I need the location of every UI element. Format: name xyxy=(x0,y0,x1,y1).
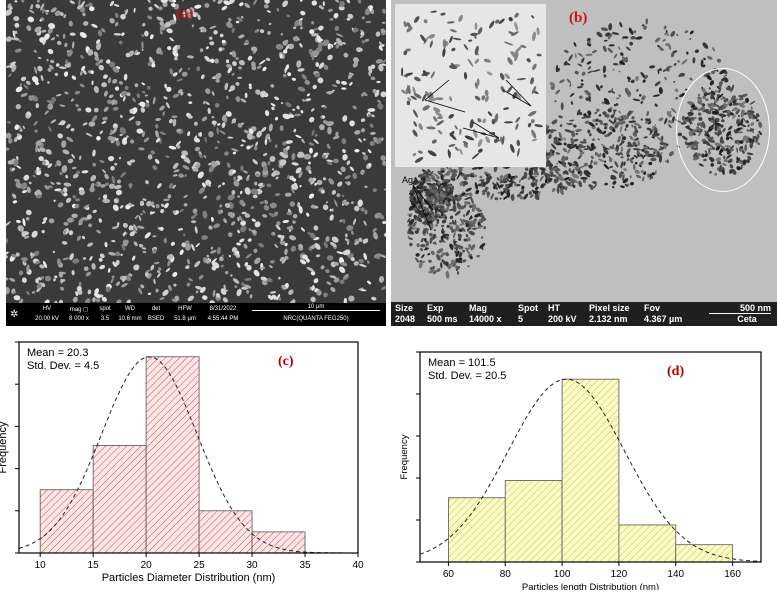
tem-mag-label: Mag xyxy=(469,303,487,313)
sem-spot-label: spot xyxy=(99,306,111,312)
tem-fov-value: 4.367 µm xyxy=(644,314,683,324)
tem-image-panel: (b) Ag Ag ZnO Ag Size 2048 Exp 500 ms Ma… xyxy=(391,0,777,326)
selection-circle xyxy=(676,68,770,192)
sem-date: 8/31/2022 xyxy=(209,306,237,312)
tem-mag-value: 14000 x xyxy=(469,314,502,324)
tem-brand: Ceta xyxy=(737,314,757,324)
x-tick-label: 15 xyxy=(88,560,100,571)
x-tick-label: 80 xyxy=(500,569,512,580)
tem-fov-label: Fov xyxy=(644,303,661,313)
sem-det-label: det xyxy=(151,306,161,312)
x-tick-label: 10 xyxy=(35,560,47,571)
normal-fit-curve xyxy=(18,356,358,554)
histogram-bar xyxy=(448,497,506,563)
tem-pixel-label: Pixel size xyxy=(589,303,630,313)
tem-ht-label: HT xyxy=(548,303,560,313)
x-tick-label: 30 xyxy=(247,560,259,571)
x-tick-label: 100 xyxy=(554,569,571,580)
tem-scale-bar xyxy=(709,313,771,314)
sem-spot-value: 3.5 xyxy=(100,316,110,322)
sem-wd-label: WD xyxy=(125,306,135,312)
tem-pixel-value: 2.132 nm xyxy=(589,314,628,324)
sem-instrument: NRC(QUANTA FEG250) xyxy=(283,316,349,322)
std-dev-stat: Std. Dev. = 20.5 xyxy=(428,370,506,382)
x-tick-label: 160 xyxy=(724,569,741,580)
x-tick-label: 140 xyxy=(667,569,684,580)
histogram-bar xyxy=(561,378,620,563)
sem-hv-label: HV xyxy=(42,306,52,312)
sem-micrograph xyxy=(6,0,386,303)
tem-spot-label: Spot xyxy=(518,303,538,313)
std-dev-stat: Std. Dev. = 4.5 xyxy=(27,360,99,372)
tem-size-value: 2048 xyxy=(395,314,416,324)
histogram-bar xyxy=(145,356,200,554)
histogram-c: 10 15 20 25 30 35 40 Particles Diameter Distrib… xyxy=(0,332,388,590)
histogram-bar xyxy=(675,544,733,563)
sem-hv-value: 20.00 kV xyxy=(35,316,59,322)
sem-hfw-value: 51.8 µm xyxy=(174,316,196,322)
y-axis-label: Frequency xyxy=(399,434,410,479)
plot-frame xyxy=(18,341,359,554)
annotation-ag-1: Ag xyxy=(419,97,431,107)
plot-frame xyxy=(419,351,762,563)
tem-ht-value: 200 kV xyxy=(548,314,577,324)
y-axis-label: Frequency xyxy=(0,421,9,473)
sem-mag-label: mag ◻ xyxy=(69,307,89,313)
histogram-bar xyxy=(198,510,253,554)
panel-label: (d) xyxy=(667,364,684,379)
x-tick-label: 40 xyxy=(352,560,364,571)
panel-label: (c) xyxy=(278,354,294,369)
x-tick-label: 20 xyxy=(141,560,153,571)
tem-exp-value: 500 ms xyxy=(427,314,458,324)
tem-info-bar: Size 2048 Exp 500 ms Mag 14000 x Spot 5 … xyxy=(391,302,777,326)
tem-scale-text: 500 nm xyxy=(739,303,771,313)
tem-exp-label: Exp xyxy=(427,303,444,313)
mean-stat: Mean = 20.3 xyxy=(27,347,88,359)
tem-size-label: Size xyxy=(395,303,414,313)
sem-det-value: BSED xyxy=(147,316,165,322)
sem-wd-value: 10.6 mm xyxy=(118,316,142,322)
sem-scale-text: 10 µm xyxy=(252,304,380,310)
sem-info-bar: ✲ HV 20.00 kV mag ◻ 8 000 x spot 3.5 WD … xyxy=(6,303,386,326)
sem-logo-icon: ✲ xyxy=(10,309,19,320)
histogram-bar xyxy=(251,531,306,554)
histogram-bar xyxy=(92,444,147,554)
x-axis-label: Particles length Distribution (nm) xyxy=(522,582,659,590)
histogram-bar xyxy=(504,480,563,563)
x-tick-label: 25 xyxy=(194,560,206,571)
sem-mag-value: 8 000 x xyxy=(69,316,89,322)
annotation-ag-3: Ag xyxy=(402,175,414,185)
annotation-ag-2: Ag xyxy=(524,104,536,114)
histogram-bar xyxy=(618,524,677,563)
annotation-zno: ZnO xyxy=(486,136,504,146)
sem-scale-bar xyxy=(252,310,380,311)
sem-image-panel: (a) ✲ HV 20.00 kV mag ◻ 8 000 x spot 3.5… xyxy=(6,0,386,326)
x-tick-label: 60 xyxy=(443,569,455,580)
x-tick-label: 35 xyxy=(299,560,311,571)
x-tick-label: 120 xyxy=(611,569,628,580)
mean-stat: Mean = 101.5 xyxy=(428,357,496,369)
panel-b-label: (b) xyxy=(569,10,588,26)
sem-time: 4:55:44 PM xyxy=(207,316,239,322)
histogram-d: 60 80 100 120 140 160 Particles length Distrib… xyxy=(391,332,777,593)
panel-a-label: (a) xyxy=(176,6,194,22)
x-axis-label: Particles Diameter Distribution (nm) xyxy=(102,572,276,584)
tem-spot-value: 5 xyxy=(518,314,524,324)
sem-hfw-label: HFW xyxy=(178,306,192,312)
histogram-bar xyxy=(39,489,94,554)
